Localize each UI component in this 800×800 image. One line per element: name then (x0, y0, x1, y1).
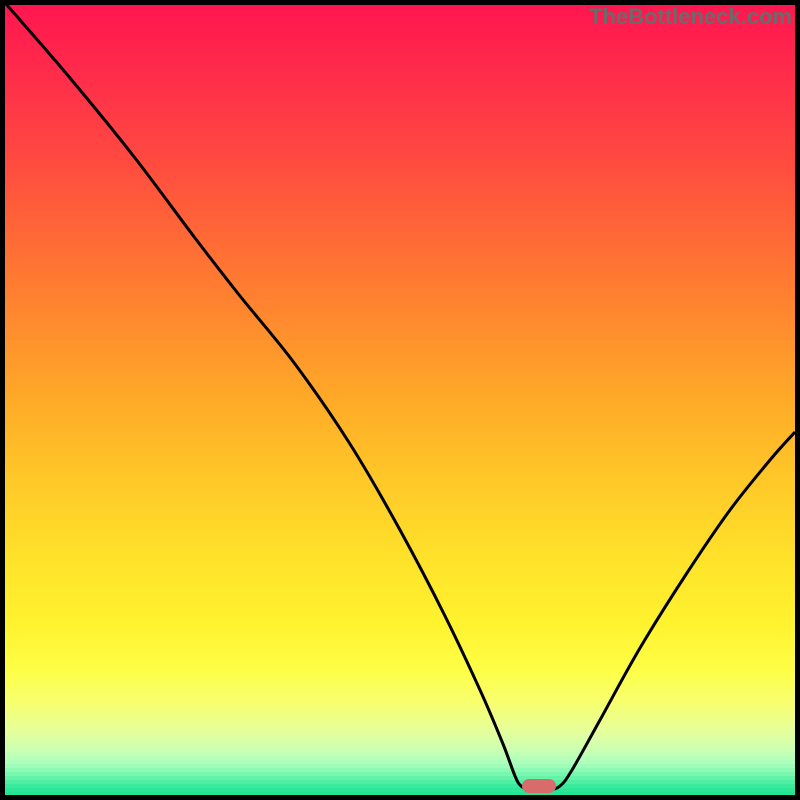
bottleneck-chart: TheBottleneck.com (0, 0, 800, 800)
bottleneck-curve (0, 0, 800, 800)
optimum-marker (522, 779, 556, 793)
watermark-text: TheBottleneck.com (589, 4, 792, 30)
